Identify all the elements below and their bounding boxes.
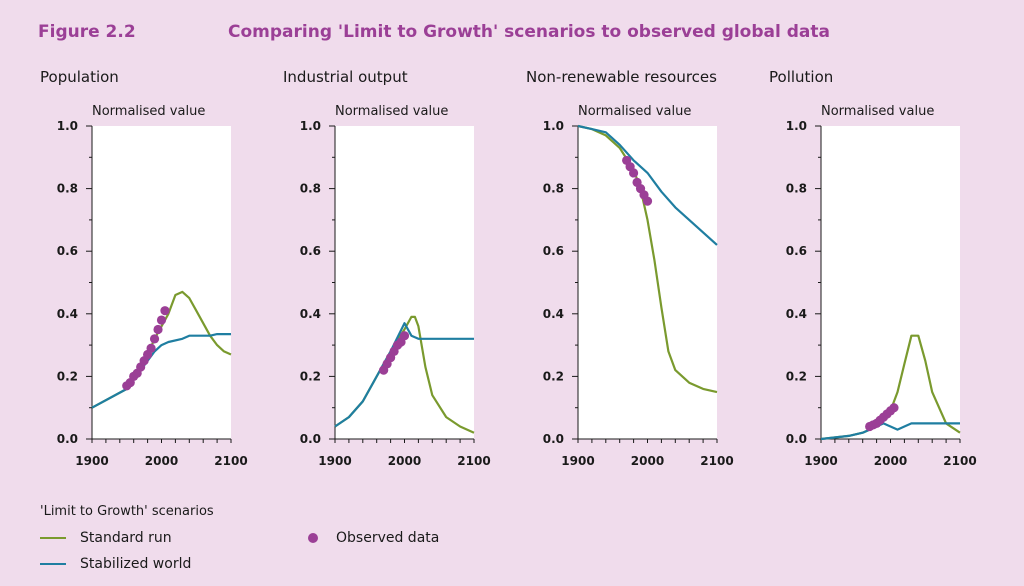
chart-3-ytick-label: 0.6 — [543, 244, 564, 258]
charts-area: Population Normalised value 0.0 0.2 0.4 0.6 0.… — [40, 68, 977, 468]
legend-standard-label: Standard run — [80, 530, 172, 546]
chart-2-ytick-label: 0.8 — [300, 182, 321, 196]
chart-1-ylabel: Normalised value — [92, 104, 205, 119]
legend-stabilized-world: Stabilized world — [40, 556, 191, 572]
chart-4-ytick-label: 0.2 — [786, 369, 807, 383]
chart-3-ytick-label: 0.0 — [543, 432, 564, 446]
chart-4-ytick-label: 0.0 — [786, 432, 807, 446]
chart-1-plot-area — [92, 126, 231, 439]
chart-3-ytick-label: 1.0 — [543, 119, 564, 133]
chart-1-observed-point — [156, 315, 167, 325]
chart-2-ytick-label: 0.4 — [300, 307, 321, 321]
chart-3-ytick-label: 0.2 — [543, 369, 564, 383]
chart-3-xtick-label: 2100 — [700, 454, 733, 468]
chart-2-ytick-label: 0.0 — [300, 432, 321, 446]
chart-3-xtick-label: 1900 — [561, 454, 594, 468]
chart-2-xtick-label: 2000 — [388, 454, 421, 468]
chart-4-xtick-label: 2000 — [874, 454, 907, 468]
chart-2-observed-point — [399, 331, 410, 341]
chart-4-ytick-label: 0.4 — [786, 307, 807, 321]
chart-3-ytick-label: 0.4 — [543, 307, 564, 321]
figure-label: Figure 2.2 — [38, 22, 136, 42]
chart-2-ytick-label: 0.6 — [300, 244, 321, 258]
legend-observed-swatch — [308, 533, 318, 543]
chart-1-observed-point — [160, 306, 170, 316]
chart-1-ytick-label: 0.2 — [57, 369, 78, 383]
chart-1-ytick-label: 0.4 — [57, 307, 78, 321]
chart-4-observed-point — [889, 403, 899, 413]
chart-4-xtick-label: 2100 — [943, 454, 976, 468]
chart-2-plot-area — [335, 126, 474, 439]
chart-1-xtick-label: 2100 — [214, 454, 247, 468]
chart-4-plot-area — [821, 126, 960, 439]
chart-2-title: Industrial output — [283, 68, 408, 86]
chart-4-xtick-label: 1900 — [804, 454, 837, 468]
chart-1-ytick-label: 0.0 — [57, 432, 78, 446]
legend-standard-swatch — [40, 537, 66, 539]
chart-4-ytick-label: 0.8 — [786, 182, 807, 196]
legend-heading: 'Limit to Growth' scenarios — [40, 504, 214, 519]
chart-3-title: Non-renewable resources — [526, 68, 717, 86]
chart-1-ytick-label: 0.6 — [57, 244, 78, 258]
chart-2-ytick-label: 1.0 — [300, 119, 321, 133]
chart-1-xtick-label: 2000 — [145, 454, 178, 468]
chart-4-title: Pollution — [769, 68, 833, 86]
chart-3-observed-point — [642, 196, 653, 206]
legend-observed-data: Observed data — [308, 530, 439, 546]
chart-3-standard-run-line — [577, 124, 718, 394]
chart-1-observed-point — [146, 343, 156, 353]
chart-2-xtick-label: 1900 — [318, 454, 351, 468]
legend-stabilized-swatch — [40, 563, 66, 565]
chart-1-ytick-label: 0.8 — [57, 182, 78, 196]
chart-3-ytick-label: 0.8 — [543, 182, 564, 196]
chart-4-ylabel: Normalised value — [821, 104, 934, 119]
chart-4-ytick-label: 0.6 — [786, 244, 807, 258]
chart-1-observed-point — [149, 334, 160, 344]
chart-3-ylabel: Normalised value — [578, 104, 691, 119]
figure-title: Comparing 'Limit to Growth' scenarios to… — [228, 22, 830, 42]
chart-1-title: Population — [40, 68, 119, 86]
chart-4-stabilized-world-line — [820, 422, 960, 441]
legend-standard-run: Standard run — [40, 530, 172, 546]
chart-1-observed-point — [153, 324, 163, 335]
chart-2-xtick-label: 2100 — [457, 454, 490, 468]
chart-2-ylabel: Normalised value — [335, 104, 448, 119]
chart-4-ytick-label: 1.0 — [786, 119, 807, 133]
chart-1-xtick-label: 1900 — [75, 454, 108, 468]
chart-3-xtick-label: 2000 — [631, 454, 664, 468]
chart-1-ytick-label: 1.0 — [57, 119, 78, 133]
chart-2-stabilized-world-line — [334, 322, 474, 428]
legend-stabilized-label: Stabilized world — [80, 556, 192, 572]
chart-3-stabilized-world-line — [577, 124, 718, 246]
chart-3-observed-point — [629, 168, 639, 178]
chart-2-ytick-label: 0.2 — [300, 369, 321, 383]
chart-3-plot-area — [578, 126, 717, 439]
legend-observed-label: Observed data — [336, 530, 440, 546]
